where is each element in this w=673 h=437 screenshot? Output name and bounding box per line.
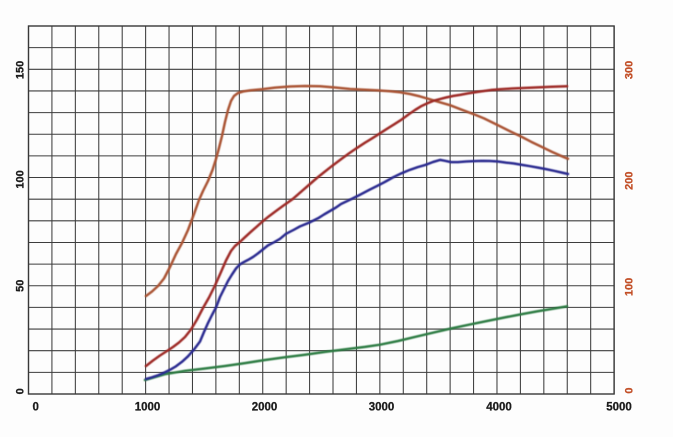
svg-text:50: 50 bbox=[14, 280, 26, 292]
svg-text:150: 150 bbox=[14, 61, 26, 79]
svg-text:3000: 3000 bbox=[369, 402, 395, 414]
svg-text:100: 100 bbox=[14, 170, 26, 188]
svg-text:2000: 2000 bbox=[252, 402, 278, 414]
svg-text:300: 300 bbox=[624, 61, 636, 79]
svg-text:100: 100 bbox=[624, 278, 636, 296]
svg-text:5000: 5000 bbox=[606, 402, 632, 414]
svg-text:1000: 1000 bbox=[135, 402, 161, 414]
svg-text:0: 0 bbox=[14, 388, 26, 394]
svg-text:0: 0 bbox=[32, 402, 38, 414]
svg-text:4000: 4000 bbox=[486, 402, 512, 414]
svg-text:200: 200 bbox=[624, 172, 636, 190]
svg-text:0: 0 bbox=[624, 387, 636, 393]
